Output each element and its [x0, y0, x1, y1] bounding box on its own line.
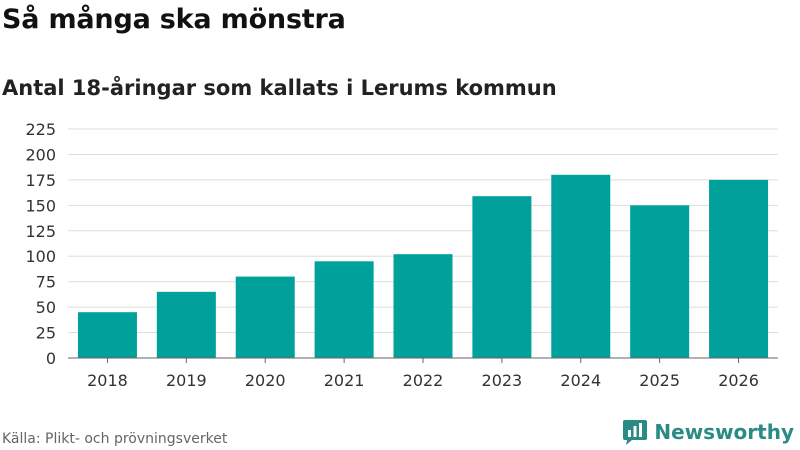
y-axis: 0 25 50 75 100 125 150 175 200 225 [25, 120, 56, 368]
x-tick-label: 2022 [403, 371, 444, 390]
bar-2022 [393, 254, 453, 358]
bar-2020 [235, 276, 295, 358]
y-tick-label: 50 [36, 298, 56, 317]
brand-logo[interactable]: Newsworthy [622, 418, 794, 446]
bar-2025 [630, 205, 690, 358]
chart-title: Så många ska mönstra [2, 4, 346, 35]
source-note: Källa: Plikt- och prövningsverket [2, 431, 228, 447]
y-tick-label: 150 [25, 196, 56, 215]
x-tick-label: 2026 [718, 371, 759, 390]
y-tick-label: 0 [46, 349, 56, 368]
bar-2018 [77, 312, 137, 358]
y-tick-label: 175 [25, 171, 56, 190]
x-tick-label: 2019 [166, 371, 207, 390]
bar-2024 [551, 174, 611, 358]
x-tick-label: 2024 [560, 371, 601, 390]
chart-subtitle: Antal 18-åringar som kallats i Lerums ko… [2, 76, 557, 100]
brand-name: Newsworthy [654, 420, 794, 444]
bar-chart-bubble-icon [623, 420, 648, 445]
bar-2019 [156, 291, 216, 358]
bar-2021 [314, 261, 374, 358]
x-tick-label: 2020 [245, 371, 286, 390]
y-tick-label: 25 [36, 324, 56, 343]
x-tick-label: 2025 [639, 371, 680, 390]
y-tick-label: 100 [25, 247, 56, 266]
bars [77, 174, 769, 358]
bar-2026 [709, 179, 769, 358]
x-tick-label: 2023 [482, 371, 523, 390]
y-tick-label: 75 [36, 273, 56, 292]
bar-2023 [472, 196, 532, 358]
y-tick-label: 225 [25, 120, 56, 139]
y-tick-label: 125 [25, 222, 56, 241]
y-tick-label: 200 [25, 145, 56, 164]
x-axis: 2018 2019 2020 2021 2022 2023 2024 2025 2026 [68, 357, 778, 390]
x-tick-label: 2018 [87, 371, 128, 390]
x-tick-label: 2021 [324, 371, 365, 390]
